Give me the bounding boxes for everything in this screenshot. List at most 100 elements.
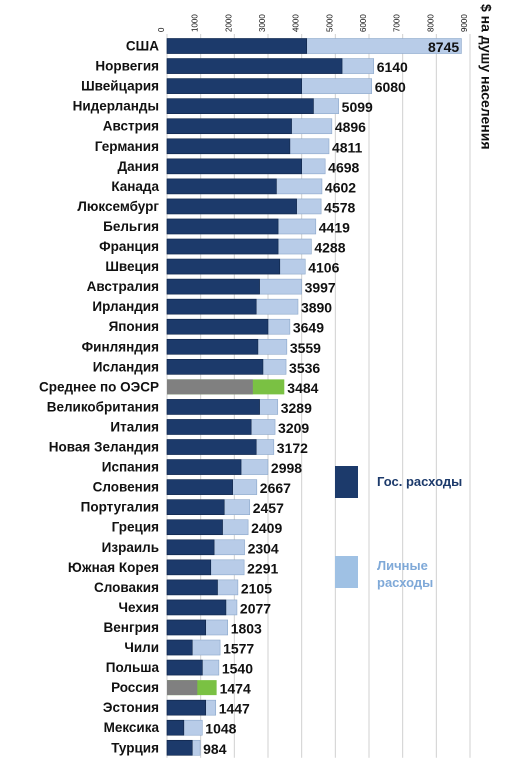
- bar-public: [166, 58, 343, 74]
- category-label: Финляндия: [82, 339, 159, 354]
- axis-title: $ на душу населения: [478, 4, 494, 150]
- bar-public: [166, 499, 225, 515]
- category-label: Венгрия: [104, 620, 159, 635]
- x-tick-label: 9000: [460, 14, 469, 32]
- category-label: Россия: [111, 680, 159, 695]
- value-label: 8745: [428, 39, 459, 55]
- legend-label-private-line1: Личные: [377, 558, 428, 573]
- value-label: 3289: [281, 400, 312, 416]
- category-label: Чили: [124, 640, 159, 655]
- bar-public: [166, 359, 264, 375]
- value-label: 4419: [319, 219, 350, 235]
- category-label: Люксембург: [77, 199, 159, 214]
- gridlines: [166, 34, 471, 758]
- bar-public: [166, 178, 277, 195]
- value-label: 4896: [335, 119, 366, 135]
- bar-public: [167, 379, 253, 395]
- value-label: 1577: [223, 641, 254, 657]
- bar-public: [166, 659, 203, 676]
- category-label: Португалия: [81, 500, 159, 515]
- bar-public: [166, 419, 252, 435]
- category-label: Словения: [93, 480, 159, 495]
- category-label: Бельгия: [103, 219, 159, 234]
- bar-public: [166, 298, 257, 315]
- value-label: 3484: [287, 380, 318, 396]
- value-label: 3209: [278, 420, 309, 436]
- value-label: 6140: [377, 59, 408, 75]
- bar-public: [166, 739, 193, 756]
- value-label: 1474: [220, 681, 251, 697]
- bar-public: [166, 559, 212, 576]
- value-label: 3559: [290, 340, 321, 356]
- category-label: Дания: [118, 159, 159, 174]
- bar-public: [166, 599, 227, 616]
- bar-public: [166, 38, 308, 54]
- category-label: Швейцария: [81, 79, 159, 94]
- category-label: Швеция: [105, 259, 159, 274]
- value-label: 984: [203, 741, 227, 757]
- value-label: 2291: [247, 560, 278, 576]
- bar-public: [166, 78, 302, 94]
- value-label: 3536: [289, 360, 320, 376]
- bar-public: [166, 539, 215, 556]
- value-label: 4602: [325, 179, 356, 195]
- value-label: 6080: [375, 79, 406, 95]
- value-label: 2998: [271, 460, 302, 476]
- bar-public: [166, 198, 297, 215]
- bar-public: [166, 318, 269, 335]
- category-label: США: [126, 39, 159, 54]
- bar-public: [166, 399, 260, 415]
- category-label: Италия: [110, 419, 159, 434]
- value-label: 4698: [328, 159, 359, 175]
- bar-public: [166, 278, 260, 295]
- bar-public: [166, 258, 281, 275]
- bar-public: [166, 158, 302, 175]
- value-label: 1048: [205, 721, 236, 737]
- bar-public: [167, 680, 198, 696]
- category-label: Великобритания: [47, 399, 159, 414]
- bar-public: [166, 118, 292, 135]
- value-label: 3997: [305, 280, 336, 296]
- value-label: 2457: [253, 500, 284, 516]
- category-label: Норвегия: [95, 59, 159, 74]
- x-tick-label: 2000: [224, 14, 233, 32]
- bar-public: [166, 459, 242, 475]
- category-label: Словакия: [94, 580, 159, 595]
- bar-public: [166, 138, 291, 155]
- value-label: 1803: [231, 620, 262, 636]
- bar-public: [166, 439, 257, 455]
- x-tick-label: 4000: [292, 14, 301, 32]
- bar-public: [166, 579, 218, 596]
- bar-public: [166, 479, 233, 495]
- value-label: 4288: [314, 240, 345, 256]
- category-label: Германия: [95, 139, 159, 154]
- bar-public: [166, 238, 279, 255]
- legend-swatch-private: [335, 556, 358, 588]
- category-label: Исландия: [93, 359, 159, 374]
- x-axis-ticks: 0 1000 2000 3000 4000 5000 6000 7000 8000 9000: [157, 14, 469, 32]
- value-label: 2105: [241, 580, 272, 596]
- value-label: 3649: [293, 320, 324, 336]
- category-label: Нидерланды: [73, 99, 159, 114]
- category-label: Израиль: [102, 540, 159, 555]
- value-label: 4811: [332, 139, 363, 155]
- value-label: 2077: [240, 600, 271, 616]
- bars: [166, 38, 462, 756]
- x-tick-label: 5000: [325, 14, 334, 32]
- value-label: 4578: [324, 199, 355, 215]
- value-label: 3172: [277, 440, 308, 456]
- category-labels: США Норвегия Швейцария Нидерланды Австрия Гер…: [39, 39, 160, 756]
- x-tick-label: 7000: [393, 14, 402, 32]
- value-label: 4106: [308, 260, 339, 276]
- category-label: Канада: [111, 179, 159, 194]
- bar-public: [166, 338, 259, 355]
- x-tick-label: 0: [157, 27, 166, 32]
- category-label: Австрия: [103, 119, 159, 134]
- bar-public: [166, 218, 279, 235]
- bar-public: [166, 699, 207, 716]
- bar-public: [166, 619, 207, 636]
- legend-swatch-public: [335, 466, 358, 498]
- value-label: 2409: [251, 520, 282, 536]
